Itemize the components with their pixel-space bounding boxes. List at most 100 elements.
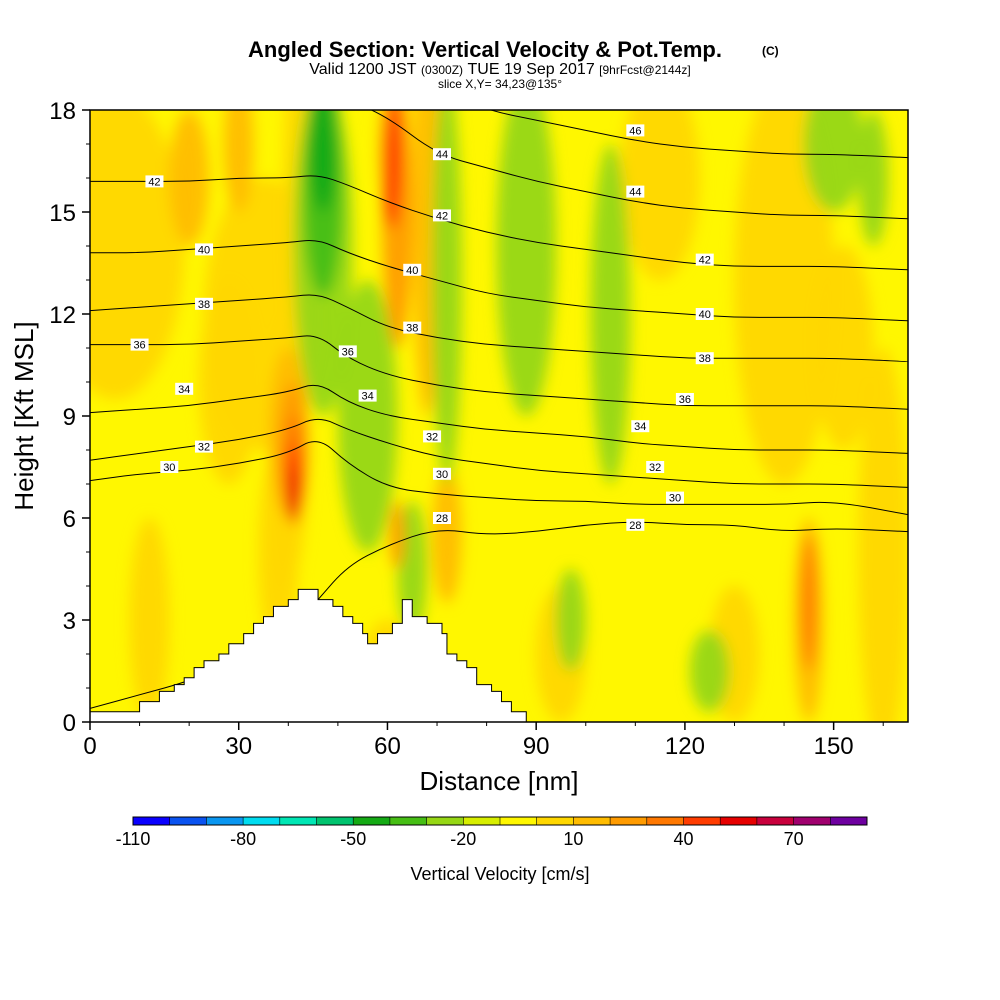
plot-area: 42 40 38 36 34 32 30 44 42 40 38 36 34 32 30 28 46 44 42 40… — [89, 109, 909, 723]
contour-label-text: 38 — [699, 353, 711, 365]
contour-label-text: 32 — [426, 431, 438, 443]
colorbar-tick-label: 10 — [563, 829, 583, 849]
x-axis-label: Distance [nm] — [420, 766, 579, 796]
terrain-mask — [90, 588, 908, 722]
colorbar-tick-label: 40 — [673, 829, 693, 849]
colorbar-swatch — [279, 817, 317, 825]
colorbar-swatch — [610, 817, 648, 825]
chart-title-unit: (C) — [762, 44, 779, 58]
contour-label-text: 42 — [436, 210, 448, 222]
colorbar-swatch — [500, 817, 538, 825]
theta-contour — [489, 110, 908, 159]
x-tick-label: 120 — [665, 733, 705, 760]
contour-label-text: 36 — [133, 340, 145, 352]
velocity-patch — [858, 348, 908, 722]
velocity-patch — [389, 501, 405, 569]
y-tick-label: 6 — [63, 506, 76, 533]
contour-label-text: 34 — [361, 391, 373, 403]
contour-label: 34 — [358, 389, 377, 403]
velocity-patch — [308, 110, 338, 212]
velocity-patch — [432, 467, 462, 603]
contour-label-text: 38 — [406, 323, 418, 335]
y-axis-label: Height [Kft MSL] — [9, 321, 39, 510]
contour-label-text: 32 — [649, 462, 661, 474]
subtitle-date: TUE 19 Sep 2017 — [468, 61, 595, 78]
y-tick-label: 12 — [49, 302, 76, 329]
contour-label: 44 — [626, 185, 645, 199]
velocity-patch — [288, 467, 299, 522]
contour-label: 38 — [195, 297, 214, 311]
contour-label-text: 40 — [198, 244, 210, 256]
contour-label-text: 30 — [163, 462, 175, 474]
colorbar-swatch — [169, 817, 207, 825]
subtitle-valid: Valid 1200 JST — [309, 61, 417, 78]
colorbar-tick-label: -20 — [450, 829, 476, 849]
contour-label: 32 — [195, 440, 214, 454]
velocity-patch — [556, 569, 586, 671]
velocity-patch — [199, 280, 259, 484]
slice-text: slice X,Y= 34,23@135° — [438, 77, 562, 91]
theta-contour — [90, 384, 908, 454]
velocity-patch — [496, 110, 557, 416]
contour-label: 32 — [423, 430, 442, 443]
theta-contours — [90, 110, 908, 709]
velocity-patch — [129, 518, 170, 722]
contour-label: 42 — [145, 175, 164, 188]
colorbar-swatch — [683, 817, 721, 825]
theta-contour — [90, 418, 908, 488]
colorbar-swatch — [793, 817, 831, 825]
velocity-patch — [223, 110, 254, 212]
contour-label: 42 — [432, 209, 451, 222]
y-axis: 0 3 6 9 12 15 18 — [49, 98, 90, 737]
velocity-patch — [90, 110, 185, 399]
contour-label-text: 28 — [436, 513, 448, 525]
contour-label: 40 — [403, 263, 422, 277]
colorbar-swatch — [389, 817, 428, 825]
chart-title: Angled Section: Vertical Velocity & Pot.… — [248, 37, 722, 62]
colorbar-swatch — [830, 817, 868, 825]
velocity-patch — [337, 280, 398, 552]
contour-label-text: 36 — [679, 394, 691, 406]
velocity-patch — [169, 110, 209, 246]
contour-label-text: 32 — [198, 442, 210, 454]
x-axis: 0 30 60 90 120 150 — [83, 722, 884, 760]
velocity-patch — [590, 144, 631, 484]
contour-label-text: 42 — [148, 176, 160, 188]
theta-contour — [90, 175, 908, 271]
y-tick-label: 15 — [49, 200, 76, 227]
colorbar-swatch — [573, 817, 611, 825]
contour-label: 40 — [695, 308, 714, 321]
theta-contour — [90, 294, 908, 363]
velocity-patch — [803, 110, 864, 212]
velocity-patch — [689, 630, 730, 712]
contour-label-text: 46 — [629, 125, 641, 137]
contour-label: 36 — [338, 345, 357, 358]
colorbar-tick-label: -50 — [340, 829, 366, 849]
colorbar-swatch — [646, 817, 684, 825]
contour-label: 38 — [403, 321, 422, 335]
contour-label: 28 — [626, 518, 645, 532]
contour-label: 34 — [175, 382, 194, 396]
x-tick-label: 30 — [225, 733, 252, 760]
theta-contour — [90, 335, 908, 410]
contour-label: 36 — [130, 338, 149, 352]
velocity-patch — [620, 110, 700, 280]
contour-label: 30 — [665, 491, 684, 505]
theta-contour — [90, 441, 908, 516]
velocity-patch — [801, 535, 817, 671]
contour-label: 32 — [646, 461, 665, 474]
contour-label: 42 — [695, 253, 714, 267]
velocity-patch — [734, 110, 834, 484]
x-tick-label: 90 — [523, 733, 550, 760]
colorbar-swatch — [353, 817, 391, 825]
x-tick-label: 150 — [814, 733, 854, 760]
y-tick-label: 0 — [63, 710, 76, 737]
colorbar-tick-label: -80 — [230, 829, 256, 849]
contour-label: 36 — [675, 393, 694, 406]
colorbar-tick-label: 70 — [784, 829, 804, 849]
contour-label-text: 40 — [699, 309, 711, 321]
contour-label-text: 40 — [406, 265, 418, 277]
contour-label-text: 34 — [634, 421, 646, 433]
colorbar-swatch — [536, 817, 574, 825]
